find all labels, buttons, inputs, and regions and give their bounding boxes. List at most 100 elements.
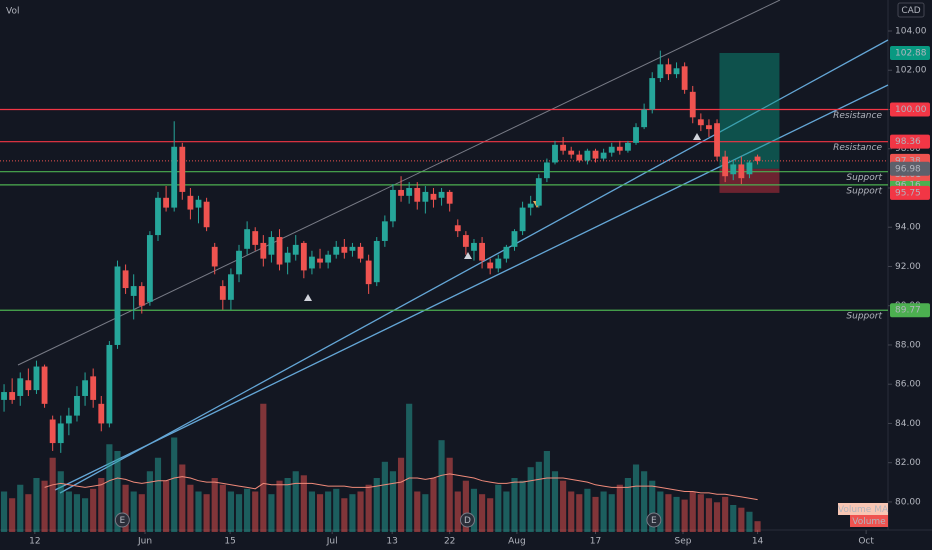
volume-bar	[57, 471, 64, 532]
candle-body	[552, 144, 558, 163]
candle-body	[130, 286, 137, 296]
candle-body	[527, 203, 534, 208]
volume-bar	[333, 488, 340, 532]
volume-bar	[244, 488, 251, 532]
volume-bar	[341, 498, 348, 532]
volume-label: Vol	[6, 7, 19, 17]
alert-marker	[304, 294, 312, 301]
volume-bar	[0, 491, 8, 532]
volume-bar	[495, 484, 502, 532]
candle-body	[114, 266, 121, 345]
candle-body	[349, 246, 356, 251]
candle-body	[57, 423, 64, 444]
volume-bar	[106, 444, 113, 532]
candle-body	[422, 191, 429, 202]
y-tick-label: 80.00	[895, 497, 921, 507]
candle-body	[697, 119, 704, 126]
alert-marker	[693, 133, 701, 140]
volume-bar	[479, 494, 486, 532]
y-tick-label: 88.00	[895, 340, 921, 350]
candle-body	[292, 244, 299, 255]
volume-bar	[17, 484, 24, 532]
candle-body	[365, 260, 372, 285]
volume-bar	[454, 491, 461, 532]
volume-bar	[470, 488, 478, 532]
candle-body	[74, 395, 80, 416]
volume-bar	[738, 507, 745, 532]
candle-body	[390, 189, 396, 222]
volume-bar	[430, 478, 437, 532]
volume-bar	[235, 494, 243, 532]
candle-body	[681, 66, 688, 90]
x-tick-label: 22	[444, 537, 455, 547]
candle-body	[300, 242, 307, 271]
candle-body	[592, 150, 599, 159]
volume-bar	[81, 498, 89, 532]
candle-body	[714, 123, 720, 157]
volume-bar	[730, 505, 737, 532]
volume-bar	[357, 491, 364, 532]
channel-line	[59, 39, 889, 494]
y-tick-label: 104.00	[895, 27, 927, 37]
volume-bar	[9, 498, 16, 532]
candle-body	[657, 64, 664, 79]
volume-bar	[446, 457, 453, 532]
legend-ma-box	[838, 503, 888, 515]
entry-badge-label: 96.98	[895, 164, 921, 174]
candle-body	[706, 125, 712, 130]
candle-body	[495, 258, 502, 269]
volume-bar	[616, 484, 623, 532]
x-tick-label: Jul	[326, 537, 338, 547]
candle-body	[268, 237, 275, 255]
volume-bar	[543, 451, 550, 532]
candle-body	[616, 146, 623, 151]
candle-body	[503, 246, 510, 259]
candle-body	[227, 274, 234, 300]
volume-bar	[600, 491, 607, 532]
volume-bar	[487, 498, 494, 532]
volume-bar	[49, 457, 56, 532]
x-tick-label: Sep	[675, 537, 692, 547]
volume-bar	[584, 488, 591, 532]
volume-bar	[308, 491, 316, 532]
candle-body	[754, 156, 761, 161]
candle-body	[665, 64, 672, 75]
volume-bar	[422, 494, 429, 532]
volume-bar	[560, 480, 567, 532]
legend-volume-box	[850, 515, 888, 527]
volume-bar	[41, 480, 48, 532]
candle-body	[106, 344, 113, 424]
volume-bar	[746, 511, 753, 532]
volume-bar	[268, 494, 275, 532]
stop-badge	[890, 185, 930, 200]
volume-bar	[154, 457, 162, 532]
volume-bar	[697, 494, 704, 532]
y-tick-label: 82.00	[895, 458, 921, 468]
currency-box	[897, 2, 925, 18]
volume-bar	[511, 478, 518, 532]
position-target	[719, 52, 780, 169]
volume-bar	[163, 480, 170, 532]
x-tick-label: 17	[590, 537, 601, 547]
candle-body	[211, 246, 218, 267]
candle-body	[341, 246, 348, 253]
y-tick-label: 98.00	[895, 144, 921, 154]
candle-body	[195, 199, 202, 208]
volume-bar	[276, 480, 283, 532]
volume-bar	[122, 484, 129, 532]
candle-body	[633, 127, 639, 143]
level-badge	[890, 134, 930, 149]
candle-body	[357, 246, 364, 259]
candle-body	[560, 144, 567, 151]
candle-body	[163, 197, 170, 208]
level-text: Resistance	[833, 111, 882, 121]
candle-body	[138, 286, 145, 306]
candle-body	[641, 109, 648, 128]
candle-body	[471, 242, 477, 251]
candle-body	[625, 142, 631, 151]
candle-body	[65, 415, 72, 424]
volume-bar	[406, 403, 413, 532]
volume-bar	[641, 471, 648, 532]
